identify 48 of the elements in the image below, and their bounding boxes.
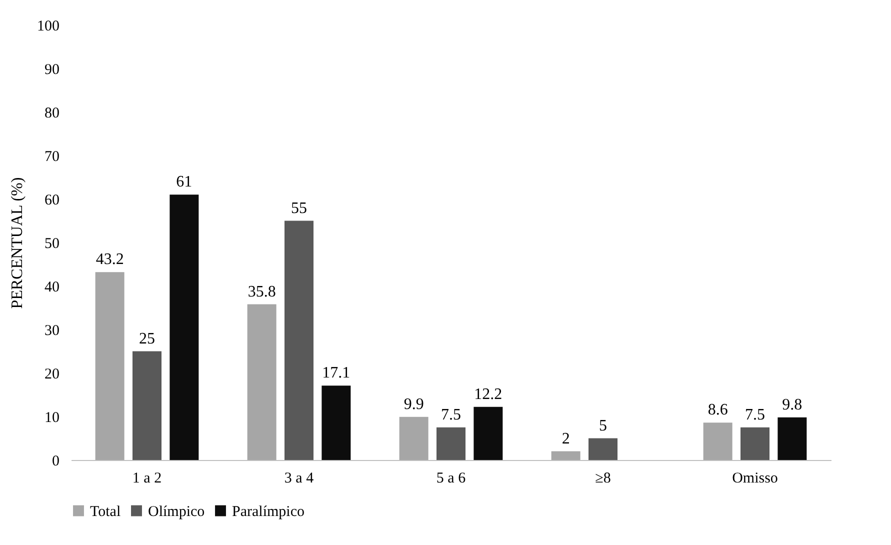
bar	[740, 427, 770, 460]
data-label: 7.5	[745, 406, 765, 424]
y-tick-label: 50	[44, 236, 60, 252]
data-label: 35.8	[248, 283, 276, 300]
bar	[95, 272, 124, 460]
legend-label: Total	[90, 504, 121, 520]
y-tick-label: 40	[44, 280, 60, 296]
bar	[474, 406, 503, 460]
data-label: 9.9	[404, 396, 424, 413]
bar	[399, 416, 428, 460]
bar	[436, 427, 466, 460]
y-tick-label: 70	[44, 149, 60, 165]
x-tick-label: 3 a 4	[284, 470, 314, 486]
y-tick-label: 90	[44, 62, 60, 78]
data-label: 25	[139, 330, 155, 348]
data-label: 5	[599, 417, 607, 434]
bar	[703, 422, 732, 460]
y-tick-label: 30	[44, 323, 60, 339]
x-tick-label: 5 a 6	[436, 470, 466, 486]
x-tick-label: 1 a 2	[132, 470, 162, 486]
y-tick-label: 80	[44, 106, 60, 122]
bar	[551, 451, 580, 460]
y-tick-label: 0	[52, 454, 60, 470]
y-axis-title: PERCENTUAL (%)	[9, 177, 26, 309]
data-label: 17.1	[322, 364, 350, 382]
bar	[322, 386, 351, 460]
bar	[284, 220, 314, 460]
y-tick-label: 10	[44, 410, 60, 426]
bar	[247, 304, 276, 460]
data-label: 2	[562, 430, 570, 448]
bar	[132, 351, 162, 460]
bar	[170, 194, 199, 460]
data-label: 8.6	[708, 402, 728, 419]
y-tick-label: 60	[44, 192, 60, 208]
x-tick-label: Omisso	[732, 470, 778, 486]
data-label: 7.5	[441, 406, 461, 424]
bar	[588, 438, 618, 460]
legend-label: Paralímpico	[232, 504, 304, 520]
y-tick-label: 20	[44, 366, 60, 382]
data-label: 9.8	[782, 396, 802, 414]
y-tick-label: 100	[37, 18, 60, 34]
x-tick-label: ≥8	[595, 470, 611, 486]
data-label: 55	[291, 200, 307, 217]
legend-label: Olímpico	[148, 504, 205, 520]
data-label: 12.2	[474, 386, 502, 403]
bar	[778, 417, 807, 460]
data-label: 43.2	[96, 251, 124, 268]
data-label: 61	[176, 174, 192, 191]
